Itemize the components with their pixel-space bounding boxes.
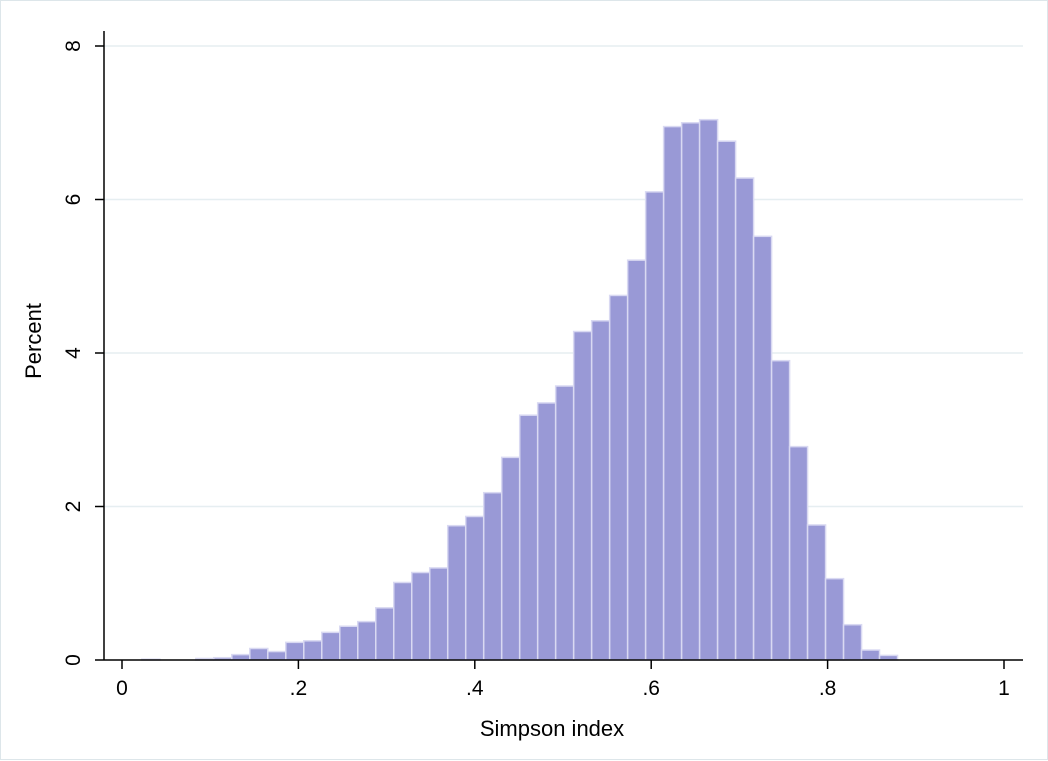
histogram-bar — [680, 122, 701, 661]
y-ticks: 0 2 4 6 8 — [62, 40, 104, 666]
bars — [141, 118, 899, 661]
histogram-bar — [590, 320, 611, 661]
y-tick-label: 0 — [62, 654, 85, 666]
histogram-bar — [249, 647, 269, 661]
histogram-bar — [770, 359, 791, 661]
histogram-bar — [285, 641, 305, 661]
histogram-bar — [842, 623, 863, 661]
histogram-bar — [339, 625, 359, 661]
histogram-bar — [357, 620, 377, 661]
x-tick-label: 0 — [116, 677, 128, 700]
histogram-bar — [536, 402, 557, 661]
histogram-bar — [824, 577, 845, 661]
y-tick-label: 4 — [62, 347, 85, 359]
histogram-bar — [626, 259, 647, 661]
axes — [103, 31, 1023, 661]
y-axis-title: Percent — [21, 303, 46, 379]
histogram-bar — [267, 650, 287, 661]
x-tick-label: .6 — [642, 677, 660, 700]
histogram-bar — [410, 571, 431, 661]
histogram-bar — [554, 385, 575, 661]
histogram-bar — [698, 118, 719, 661]
x-tick-label: 1 — [998, 677, 1010, 700]
histogram-bar — [662, 125, 683, 661]
x-axis-title: Simpson index — [480, 716, 624, 741]
histogram-bar — [464, 515, 485, 661]
histogram-bar — [375, 607, 395, 661]
histogram-bar — [788, 445, 809, 661]
histogram-bar — [716, 140, 737, 661]
histogram-bar — [572, 330, 593, 661]
histogram-bar — [482, 491, 503, 661]
histogram-bar — [500, 456, 521, 661]
histogram-bar — [321, 631, 341, 661]
x-tick-label: .2 — [290, 677, 308, 700]
histogram-bar — [231, 653, 251, 661]
histogram-bar — [860, 649, 881, 661]
histogram-bar — [446, 524, 467, 661]
histogram-bar — [392, 581, 413, 661]
histogram-bar — [303, 640, 323, 661]
histogram-bar — [734, 177, 755, 661]
y-tick-label: 2 — [62, 501, 85, 513]
histogram-bar — [428, 567, 449, 661]
y-tick-label: 8 — [62, 40, 85, 52]
x-tick-label: .4 — [466, 677, 484, 700]
histogram-bar — [518, 414, 539, 661]
y-tick-label: 6 — [62, 194, 85, 206]
histogram-bar — [806, 524, 827, 661]
histogram-bar — [752, 235, 773, 661]
x-tick-label: .8 — [819, 677, 837, 700]
histogram-bar — [644, 191, 665, 661]
histogram-bar — [608, 294, 629, 661]
x-ticks: 0 .2 .4 .6 .8 1 — [116, 660, 1010, 700]
